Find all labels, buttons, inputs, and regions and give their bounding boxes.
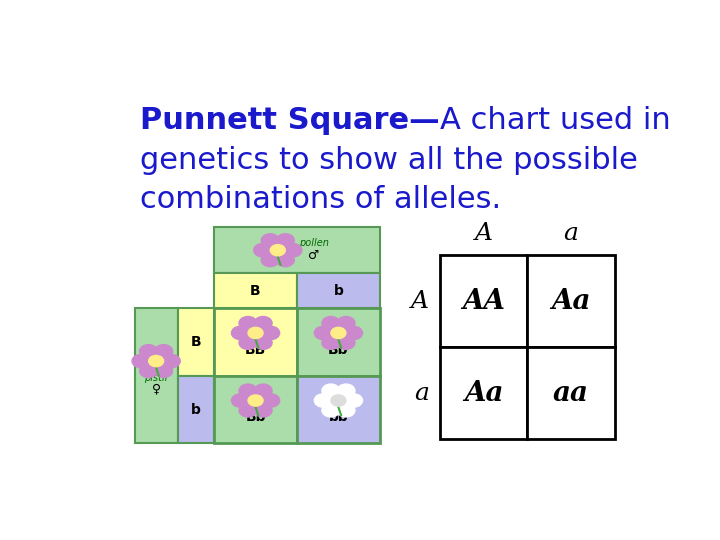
Circle shape bbox=[248, 395, 263, 406]
Circle shape bbox=[155, 364, 173, 377]
Circle shape bbox=[276, 234, 294, 247]
Text: ♀: ♀ bbox=[152, 382, 161, 395]
Text: BB: BB bbox=[245, 342, 266, 356]
Circle shape bbox=[239, 384, 257, 397]
Circle shape bbox=[345, 326, 363, 340]
Circle shape bbox=[270, 245, 285, 256]
Circle shape bbox=[322, 316, 340, 330]
Text: Bb: Bb bbox=[328, 342, 348, 356]
Circle shape bbox=[337, 316, 355, 330]
Circle shape bbox=[231, 326, 249, 340]
Bar bbox=[215, 308, 297, 376]
Bar bbox=[297, 273, 380, 308]
Text: Aa: Aa bbox=[464, 380, 504, 407]
Text: Bb: Bb bbox=[246, 410, 266, 424]
Text: AA: AA bbox=[462, 288, 505, 315]
Circle shape bbox=[239, 404, 257, 417]
Text: pistil: pistil bbox=[145, 373, 168, 383]
Circle shape bbox=[148, 355, 163, 367]
Circle shape bbox=[322, 384, 340, 397]
Circle shape bbox=[331, 395, 346, 406]
Circle shape bbox=[254, 336, 272, 349]
Circle shape bbox=[254, 316, 272, 330]
Bar bbox=[441, 255, 528, 347]
Circle shape bbox=[132, 354, 150, 368]
Text: A chart used in: A chart used in bbox=[440, 106, 670, 136]
Circle shape bbox=[284, 244, 302, 257]
Bar bbox=[528, 255, 615, 347]
Text: pollen: pollen bbox=[299, 238, 329, 248]
Text: a: a bbox=[415, 382, 429, 404]
Circle shape bbox=[155, 345, 173, 358]
Circle shape bbox=[337, 404, 355, 417]
Bar bbox=[297, 376, 380, 443]
Circle shape bbox=[345, 394, 363, 407]
Circle shape bbox=[276, 253, 294, 267]
Text: aa: aa bbox=[553, 380, 589, 407]
Text: genetics to show all the possible: genetics to show all the possible bbox=[140, 146, 638, 175]
Text: b: b bbox=[333, 284, 343, 298]
Bar bbox=[441, 347, 528, 439]
Circle shape bbox=[331, 327, 346, 339]
Circle shape bbox=[261, 253, 279, 267]
Circle shape bbox=[253, 244, 271, 257]
Circle shape bbox=[248, 327, 263, 339]
Text: A: A bbox=[475, 222, 493, 245]
Text: ♂: ♂ bbox=[308, 249, 320, 262]
Circle shape bbox=[322, 404, 340, 417]
Circle shape bbox=[261, 234, 279, 247]
Text: Aa: Aa bbox=[552, 288, 590, 315]
Text: bb: bb bbox=[328, 410, 348, 424]
Circle shape bbox=[322, 336, 340, 349]
Circle shape bbox=[262, 394, 279, 407]
Circle shape bbox=[231, 394, 249, 407]
Text: combinations of alleles.: combinations of alleles. bbox=[140, 185, 501, 214]
Bar bbox=[178, 308, 215, 376]
Bar bbox=[528, 347, 615, 439]
Text: A: A bbox=[411, 289, 429, 313]
Circle shape bbox=[315, 394, 332, 407]
Circle shape bbox=[239, 336, 257, 349]
Bar bbox=[178, 376, 215, 443]
Text: Punnett Square—: Punnett Square— bbox=[140, 106, 440, 136]
Circle shape bbox=[315, 326, 332, 340]
Bar bbox=[215, 273, 297, 308]
Bar bbox=[215, 227, 380, 273]
Bar bbox=[135, 308, 178, 443]
Circle shape bbox=[239, 316, 257, 330]
Text: B: B bbox=[191, 335, 202, 349]
Circle shape bbox=[254, 404, 272, 417]
Bar bbox=[297, 308, 380, 376]
Bar bbox=[215, 376, 297, 443]
Circle shape bbox=[337, 384, 355, 397]
Circle shape bbox=[140, 345, 158, 358]
Circle shape bbox=[140, 364, 158, 377]
Circle shape bbox=[337, 336, 355, 349]
Text: B: B bbox=[251, 284, 261, 298]
Text: a: a bbox=[564, 222, 578, 245]
Text: b: b bbox=[191, 403, 201, 417]
Circle shape bbox=[262, 326, 279, 340]
Circle shape bbox=[254, 384, 272, 397]
Circle shape bbox=[163, 354, 180, 368]
